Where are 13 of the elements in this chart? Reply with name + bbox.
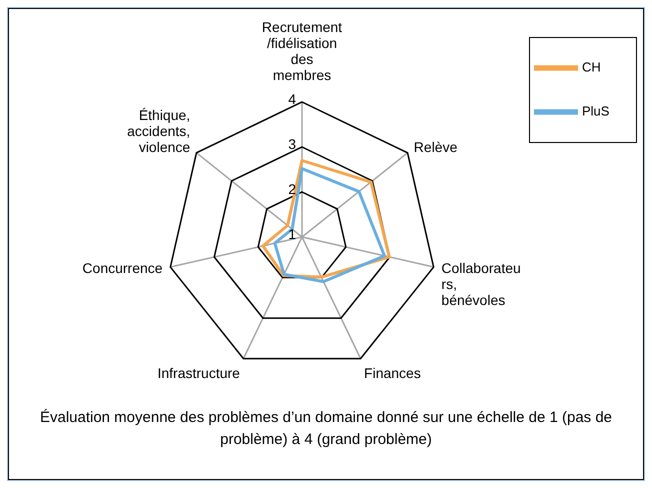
spoke-label: Recrutement /fidélisation des membres bbox=[262, 19, 342, 83]
spoke-label: Relève bbox=[414, 138, 458, 155]
spoke-label: Concurrence bbox=[82, 260, 163, 276]
legend-label: PluS bbox=[582, 103, 610, 118]
y-tick-label: 3 bbox=[288, 136, 296, 152]
spoke-label: Collaborateurs, bénévoles bbox=[441, 260, 521, 308]
spoke-label: Infrastructure bbox=[157, 364, 240, 381]
spoke-label: Finances bbox=[364, 364, 421, 381]
spoke-label: Éthique, accidents, violence bbox=[127, 106, 190, 155]
legend-label: CH bbox=[582, 59, 601, 74]
text: Évaluation moyenne des problèmes d’un domaine donné sur une échelle de 1 (pas de problème) à 4 (grand problème) bbox=[38, 408, 614, 450]
y-tick-label: 4 bbox=[288, 91, 296, 107]
y-tick-label: 1 bbox=[288, 226, 296, 242]
